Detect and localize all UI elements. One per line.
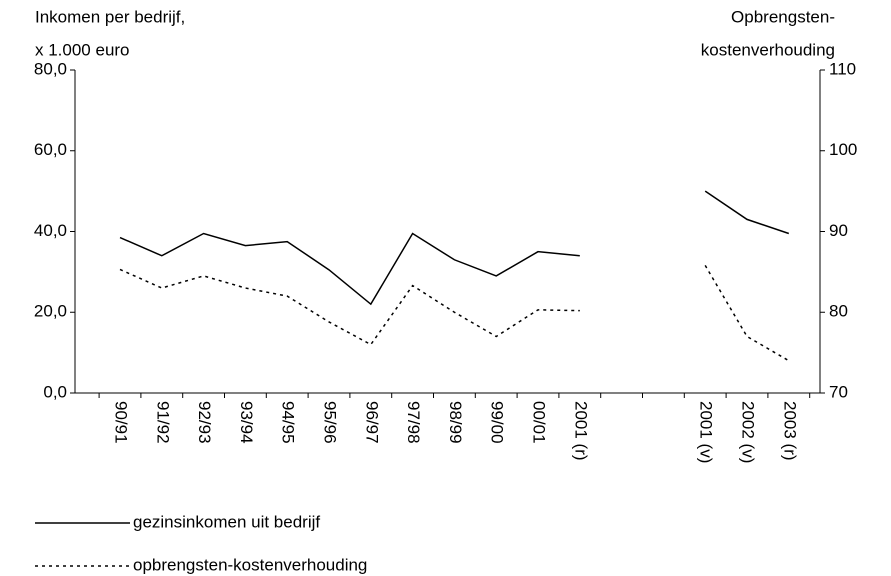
y2-tick-label: 70 — [829, 382, 848, 401]
x-tick-label: 2001 (v) — [697, 401, 716, 463]
y2-tick-label: 110 — [829, 59, 856, 78]
y-tick-label: 80,0 — [34, 59, 67, 78]
x-tick-label: 2002 (v) — [739, 401, 758, 463]
x-tick-label: 90/91 — [112, 401, 131, 444]
x-tick-label: 94/95 — [279, 401, 298, 444]
legend-label: opbrengsten-kostenverhouding — [133, 555, 367, 574]
y2-axis-title: Opbrengsten- — [731, 7, 835, 26]
y-tick-label: 60,0 — [34, 140, 67, 159]
x-tick-label: 98/99 — [446, 401, 465, 444]
x-tick-label: 99/00 — [488, 401, 507, 444]
x-tick-label: 2003 (r) — [780, 401, 799, 461]
y-axis-title: Inkomen per bedrijf, — [35, 7, 185, 26]
y-tick-label: 40,0 — [34, 221, 67, 240]
y2-tick-label: 100 — [829, 140, 857, 159]
y-tick-label: 0,0 — [43, 382, 67, 401]
series-line — [119, 265, 790, 362]
x-tick-label: 91/92 — [153, 401, 172, 444]
x-tick-label: 95/96 — [321, 401, 340, 444]
x-tick-label: 00/01 — [530, 401, 549, 444]
y2-tick-label: 90 — [829, 221, 848, 240]
x-tick-label: 96/97 — [362, 401, 381, 444]
x-tick-label: 2001 (r) — [571, 401, 590, 461]
y-tick-label: 20,0 — [34, 302, 67, 321]
legend-label: gezinsinkomen uit bedrijf — [133, 512, 320, 531]
x-tick-label: 97/98 — [404, 401, 423, 444]
x-tick-label: 92/93 — [195, 401, 214, 444]
y2-axis-title: kostenverhouding — [701, 40, 835, 59]
y2-tick-label: 80 — [829, 302, 848, 321]
x-tick-label: 93/94 — [237, 401, 256, 444]
series-line — [119, 190, 790, 306]
y-axis-title: x 1.000 euro — [35, 40, 130, 59]
